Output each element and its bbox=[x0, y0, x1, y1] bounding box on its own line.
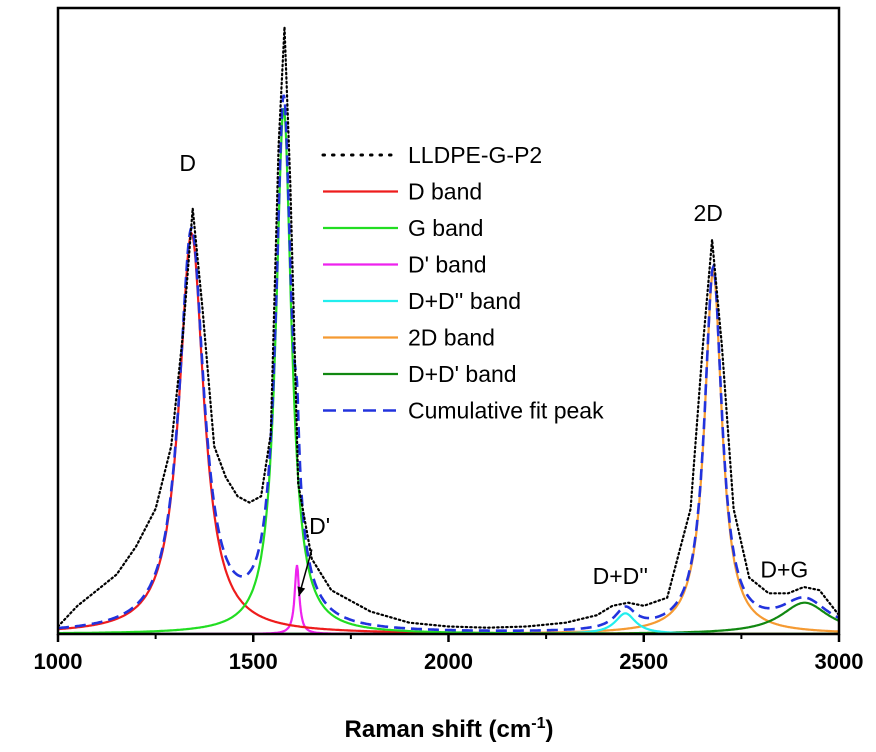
x-tick-label-2000: 2000 bbox=[424, 649, 473, 674]
annotation-2d: 2D bbox=[693, 200, 722, 226]
x-tick-label-3000: 3000 bbox=[815, 649, 864, 674]
legend-label-lldpe-g-p2: LLDPE-G-P2 bbox=[408, 142, 542, 168]
annotation-d: D bbox=[179, 150, 196, 176]
x-tick-label-1500: 1500 bbox=[229, 649, 278, 674]
x-tick-label-1000: 1000 bbox=[34, 649, 83, 674]
x-tick-label-2500: 2500 bbox=[619, 649, 668, 674]
series-d-prime-band bbox=[58, 564, 839, 634]
annotation-d-prime: D' bbox=[309, 513, 330, 539]
plot-frame bbox=[56, 6, 841, 636]
legend-label-g-band: G band bbox=[408, 215, 483, 241]
legend-label-2d-band: 2D band bbox=[408, 325, 495, 351]
x-axis-title: Raman shift (cm-1) bbox=[345, 715, 554, 743]
legend: LLDPE-G-P2 D band G band D' band D+D'' band 2… bbox=[321, 142, 604, 424]
legend-label-cumulative-fit-peak: Cumulative fit peak bbox=[408, 398, 604, 424]
annotation-arrow-head bbox=[297, 586, 306, 597]
legend-label-d-prime-band: D' band bbox=[408, 252, 487, 278]
annotation-d-plus-g: D+G bbox=[760, 557, 808, 583]
x-axis-ticks: 1000 1500 2000 2500 3000 bbox=[34, 634, 864, 674]
series-cumulative-fit-peak bbox=[58, 94, 839, 632]
peak-annotations: GDD'2DD+D''D+G bbox=[179, 150, 808, 597]
legend-label-d-plus-d-prime-band: D+D' band bbox=[408, 361, 517, 387]
legend-label-d-band: D band bbox=[408, 179, 482, 205]
legend-label-d-plus-d-prime-prime-band: D+D'' band bbox=[408, 288, 521, 314]
series-lldpe-g-p2 bbox=[58, 26, 839, 629]
annotation-d-plus-d-prime-prime: D+D'' bbox=[593, 563, 648, 589]
